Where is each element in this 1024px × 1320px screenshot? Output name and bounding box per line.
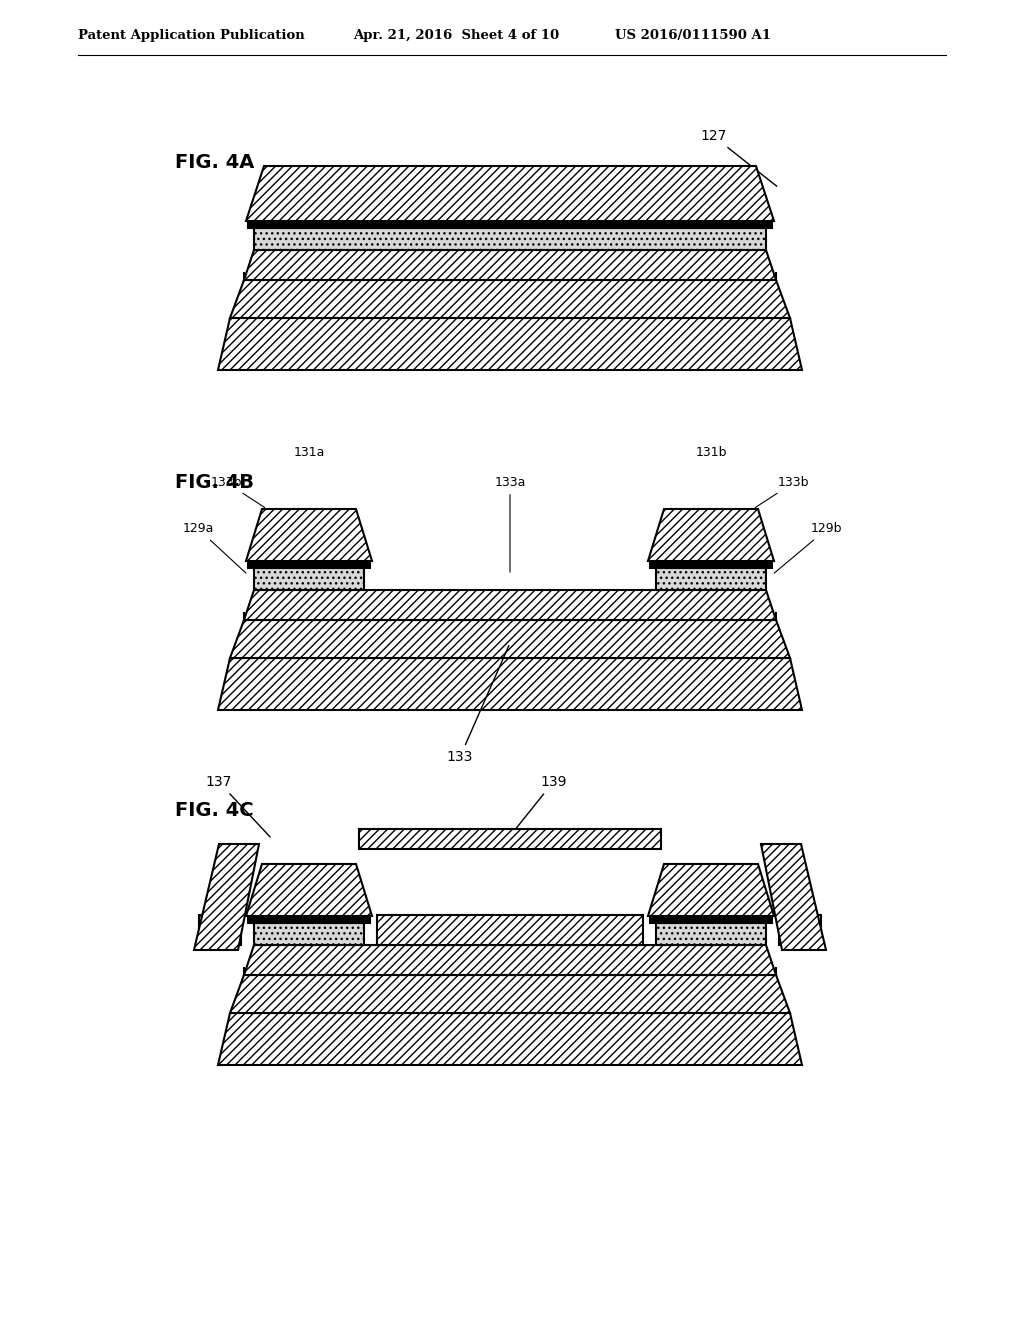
Text: 127: 127 [700, 129, 777, 186]
Polygon shape [244, 945, 776, 975]
Polygon shape [648, 510, 774, 561]
Text: 133b: 133b [211, 477, 264, 507]
Polygon shape [244, 590, 776, 620]
Polygon shape [650, 916, 772, 923]
Polygon shape [656, 568, 766, 590]
Text: 133a: 133a [495, 477, 525, 573]
Polygon shape [656, 923, 766, 945]
Text: 133b: 133b [756, 477, 810, 507]
Text: FIG. 4B: FIG. 4B [175, 473, 254, 492]
Text: FIG. 4C: FIG. 4C [175, 801, 254, 820]
Polygon shape [779, 915, 821, 945]
Polygon shape [246, 510, 372, 561]
Text: Patent Application Publication: Patent Application Publication [78, 29, 305, 42]
Polygon shape [648, 865, 774, 916]
Polygon shape [194, 843, 259, 950]
Polygon shape [254, 228, 766, 249]
Text: 131a: 131a [293, 446, 325, 459]
Polygon shape [230, 620, 790, 657]
Polygon shape [244, 249, 776, 280]
Polygon shape [246, 166, 774, 220]
Text: 137: 137 [206, 775, 270, 837]
Text: US 2016/0111590 A1: US 2016/0111590 A1 [615, 29, 771, 42]
Polygon shape [248, 220, 772, 228]
Polygon shape [246, 865, 372, 916]
Polygon shape [199, 915, 241, 945]
Text: 129a: 129a [182, 523, 246, 573]
Text: 133: 133 [446, 645, 509, 764]
Polygon shape [761, 843, 826, 950]
Polygon shape [359, 829, 662, 849]
Polygon shape [230, 975, 790, 1012]
Text: 131b: 131b [695, 446, 727, 459]
Polygon shape [650, 561, 772, 568]
Polygon shape [254, 923, 364, 945]
Text: FIG. 4A: FIG. 4A [175, 153, 254, 172]
Polygon shape [248, 916, 370, 923]
Polygon shape [377, 915, 643, 945]
Polygon shape [230, 280, 790, 318]
Polygon shape [218, 657, 802, 710]
Text: 139: 139 [512, 775, 566, 834]
Text: 129b: 129b [774, 523, 843, 573]
Polygon shape [254, 568, 364, 590]
Text: Apr. 21, 2016  Sheet 4 of 10: Apr. 21, 2016 Sheet 4 of 10 [353, 29, 559, 42]
Polygon shape [248, 561, 370, 568]
Polygon shape [218, 318, 802, 370]
Polygon shape [218, 1012, 802, 1065]
